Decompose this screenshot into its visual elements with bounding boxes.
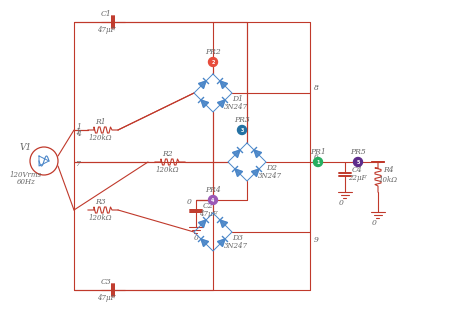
Polygon shape xyxy=(235,169,242,176)
Text: 2: 2 xyxy=(211,60,215,64)
Text: PR2: PR2 xyxy=(205,48,221,55)
Text: PR3: PR3 xyxy=(234,116,250,124)
Text: 0: 0 xyxy=(338,199,344,207)
Text: 3: 3 xyxy=(240,128,244,132)
Text: 6: 6 xyxy=(314,153,319,161)
Text: PR1: PR1 xyxy=(310,147,326,156)
Text: 10kΩ: 10kΩ xyxy=(379,176,398,184)
Circle shape xyxy=(354,157,363,166)
Text: PR4: PR4 xyxy=(205,185,221,194)
Text: V1: V1 xyxy=(20,143,32,151)
Text: 0: 0 xyxy=(193,234,199,242)
Circle shape xyxy=(237,126,246,135)
Text: 4: 4 xyxy=(75,130,81,138)
Text: D1: D1 xyxy=(233,95,244,103)
Text: 1: 1 xyxy=(77,123,82,131)
Circle shape xyxy=(313,157,322,166)
Text: C3: C3 xyxy=(100,278,111,286)
Polygon shape xyxy=(201,100,209,108)
Polygon shape xyxy=(233,150,240,157)
Circle shape xyxy=(209,58,218,67)
Text: 0: 0 xyxy=(187,198,191,206)
Text: 1: 1 xyxy=(75,128,81,136)
Text: 9: 9 xyxy=(314,236,319,244)
Text: 120kΩ: 120kΩ xyxy=(88,214,112,222)
Text: 120kΩ: 120kΩ xyxy=(155,166,179,174)
Circle shape xyxy=(209,195,218,204)
Text: 7: 7 xyxy=(75,160,81,168)
Polygon shape xyxy=(254,150,262,157)
Text: 8: 8 xyxy=(314,84,319,92)
Text: R1: R1 xyxy=(95,118,105,126)
Text: 47μF: 47μF xyxy=(199,210,217,218)
Polygon shape xyxy=(220,81,228,89)
Text: 0: 0 xyxy=(372,219,376,227)
Text: D2: D2 xyxy=(266,164,277,172)
Text: C2: C2 xyxy=(202,202,213,210)
Polygon shape xyxy=(199,81,206,89)
Text: PR5: PR5 xyxy=(350,147,366,156)
Polygon shape xyxy=(201,239,209,246)
Text: C4: C4 xyxy=(352,166,363,174)
Text: D3: D3 xyxy=(233,234,244,242)
Text: R3: R3 xyxy=(95,198,105,206)
Polygon shape xyxy=(252,169,259,176)
Text: 22μF: 22μF xyxy=(348,174,366,182)
Text: R2: R2 xyxy=(162,150,173,158)
Polygon shape xyxy=(218,100,225,108)
Text: 47μF: 47μF xyxy=(97,26,115,34)
Text: 5: 5 xyxy=(356,159,360,165)
Text: 60Hz: 60Hz xyxy=(17,178,36,186)
Text: 3N247: 3N247 xyxy=(258,172,282,180)
Polygon shape xyxy=(218,239,225,246)
Text: 3N247: 3N247 xyxy=(224,103,248,111)
Polygon shape xyxy=(220,220,228,227)
Text: C1: C1 xyxy=(100,10,111,18)
Text: R4: R4 xyxy=(383,166,393,174)
Text: 4: 4 xyxy=(211,197,215,203)
Text: 3N247: 3N247 xyxy=(224,242,248,250)
Polygon shape xyxy=(199,220,206,227)
Text: 120kΩ: 120kΩ xyxy=(88,134,112,142)
Text: 47μF: 47μF xyxy=(97,294,115,302)
Text: 120Vrms: 120Vrms xyxy=(10,171,42,179)
Text: 1: 1 xyxy=(316,159,319,165)
